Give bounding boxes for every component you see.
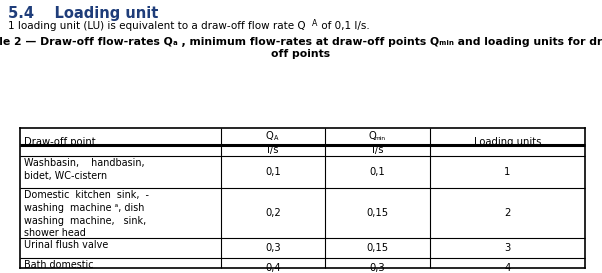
Text: Domestic  kitchen  sink,  -
washing  machine ᵃ, dish
washing  machine,   sink,
s: Domestic kitchen sink, - washing machine… <box>24 190 149 238</box>
Text: Loading units: Loading units <box>474 137 541 147</box>
Text: Table 2 — Draw-off flow-rates Qₐ , minimum flow-rates at draw-off points Qₘᵢₙ an: Table 2 — Draw-off flow-rates Qₐ , minim… <box>0 37 602 47</box>
Text: 0,3: 0,3 <box>370 263 385 273</box>
Text: Bath domestic: Bath domestic <box>24 260 93 270</box>
Text: Washbasin,    handbasin,
bidet, WC-cistern: Washbasin, handbasin, bidet, WC-cistern <box>24 158 144 181</box>
Text: 2: 2 <box>504 208 510 218</box>
Text: Q: Q <box>368 130 376 141</box>
Text: Urinal flush valve: Urinal flush valve <box>24 240 108 250</box>
Text: 0,3: 0,3 <box>265 243 281 253</box>
Text: l/s: l/s <box>267 146 279 156</box>
Text: l/s: l/s <box>371 146 383 156</box>
Text: A: A <box>312 19 317 28</box>
Text: 0,1: 0,1 <box>370 167 385 177</box>
Text: 0,4: 0,4 <box>265 263 281 273</box>
Text: Draw-off point: Draw-off point <box>24 137 96 147</box>
Text: A: A <box>274 135 279 141</box>
Text: 0,1: 0,1 <box>265 167 281 177</box>
Text: Q: Q <box>266 130 274 141</box>
Text: 0,15: 0,15 <box>366 243 388 253</box>
Text: 5.4    Loading unit: 5.4 Loading unit <box>8 6 158 21</box>
Text: 1 loading unit (LU) is equivalent to a draw-off flow rate Q: 1 loading unit (LU) is equivalent to a d… <box>8 21 306 31</box>
Text: 1: 1 <box>504 167 510 177</box>
Text: min: min <box>375 135 386 141</box>
Text: 4: 4 <box>504 263 510 273</box>
Text: 0,2: 0,2 <box>265 208 281 218</box>
Text: of 0,1 l/s.: of 0,1 l/s. <box>318 21 370 31</box>
Text: 3: 3 <box>504 243 510 253</box>
Text: 0,15: 0,15 <box>366 208 388 218</box>
Text: off points: off points <box>272 49 330 59</box>
